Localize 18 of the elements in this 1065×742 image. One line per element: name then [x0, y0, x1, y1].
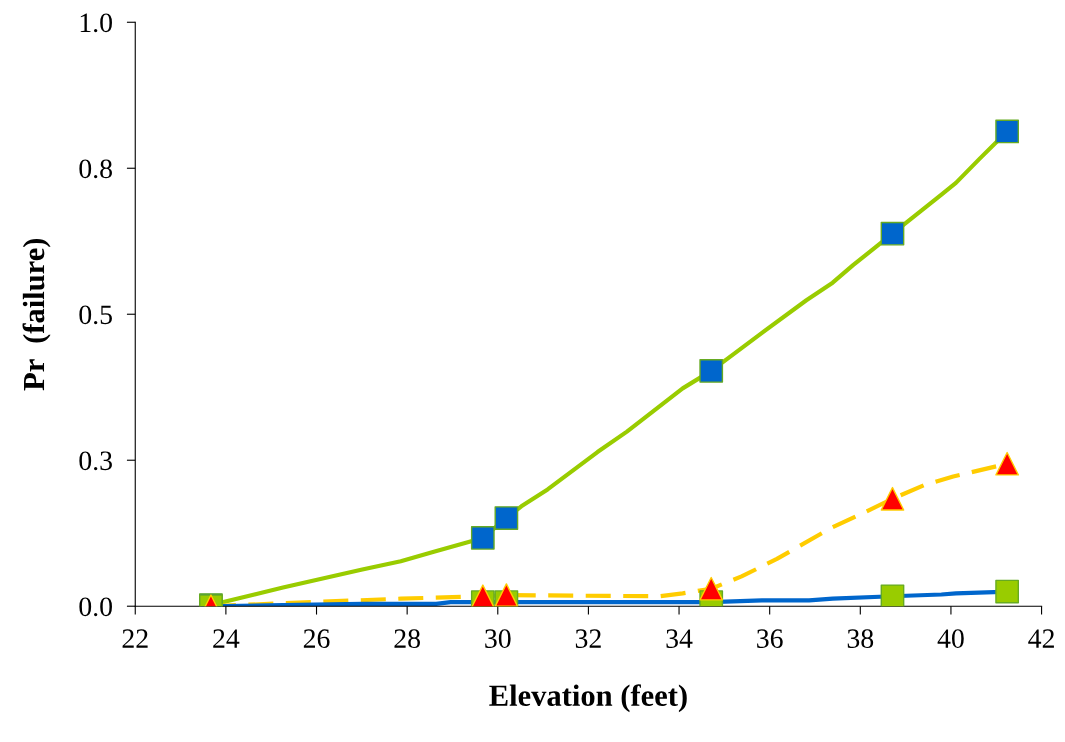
x-tick-label: 28 — [394, 629, 420, 648]
y-tick-label: 1.0 — [80, 13, 112, 33]
y-tick-label: 0.8 — [79, 159, 112, 179]
y-axis-title: Pr (failure) — [22, 238, 51, 391]
x-tick-label: 26 — [303, 629, 330, 648]
x-tick-label: 40 — [937, 629, 964, 648]
x-tick-label: 34 — [666, 629, 693, 648]
x-tick-label: 24 — [213, 629, 240, 648]
x-axis-title: Elevation (feet) — [489, 684, 687, 713]
x-tick-label: 30 — [485, 629, 511, 648]
y-tick-label: 0.5 — [79, 305, 112, 325]
y-tick-label: 0.3 — [79, 451, 112, 471]
x-tick-label: 32 — [575, 629, 601, 648]
x-tick-label: 36 — [757, 629, 783, 648]
x-tick-label: 38 — [847, 629, 874, 648]
x-tick-label: 42 — [1028, 629, 1054, 648]
y-tick-label: 0.0 — [79, 597, 112, 617]
x-tick-label: 22 — [122, 629, 148, 648]
